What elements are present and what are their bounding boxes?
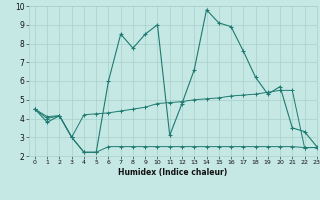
X-axis label: Humidex (Indice chaleur): Humidex (Indice chaleur) bbox=[118, 168, 228, 177]
